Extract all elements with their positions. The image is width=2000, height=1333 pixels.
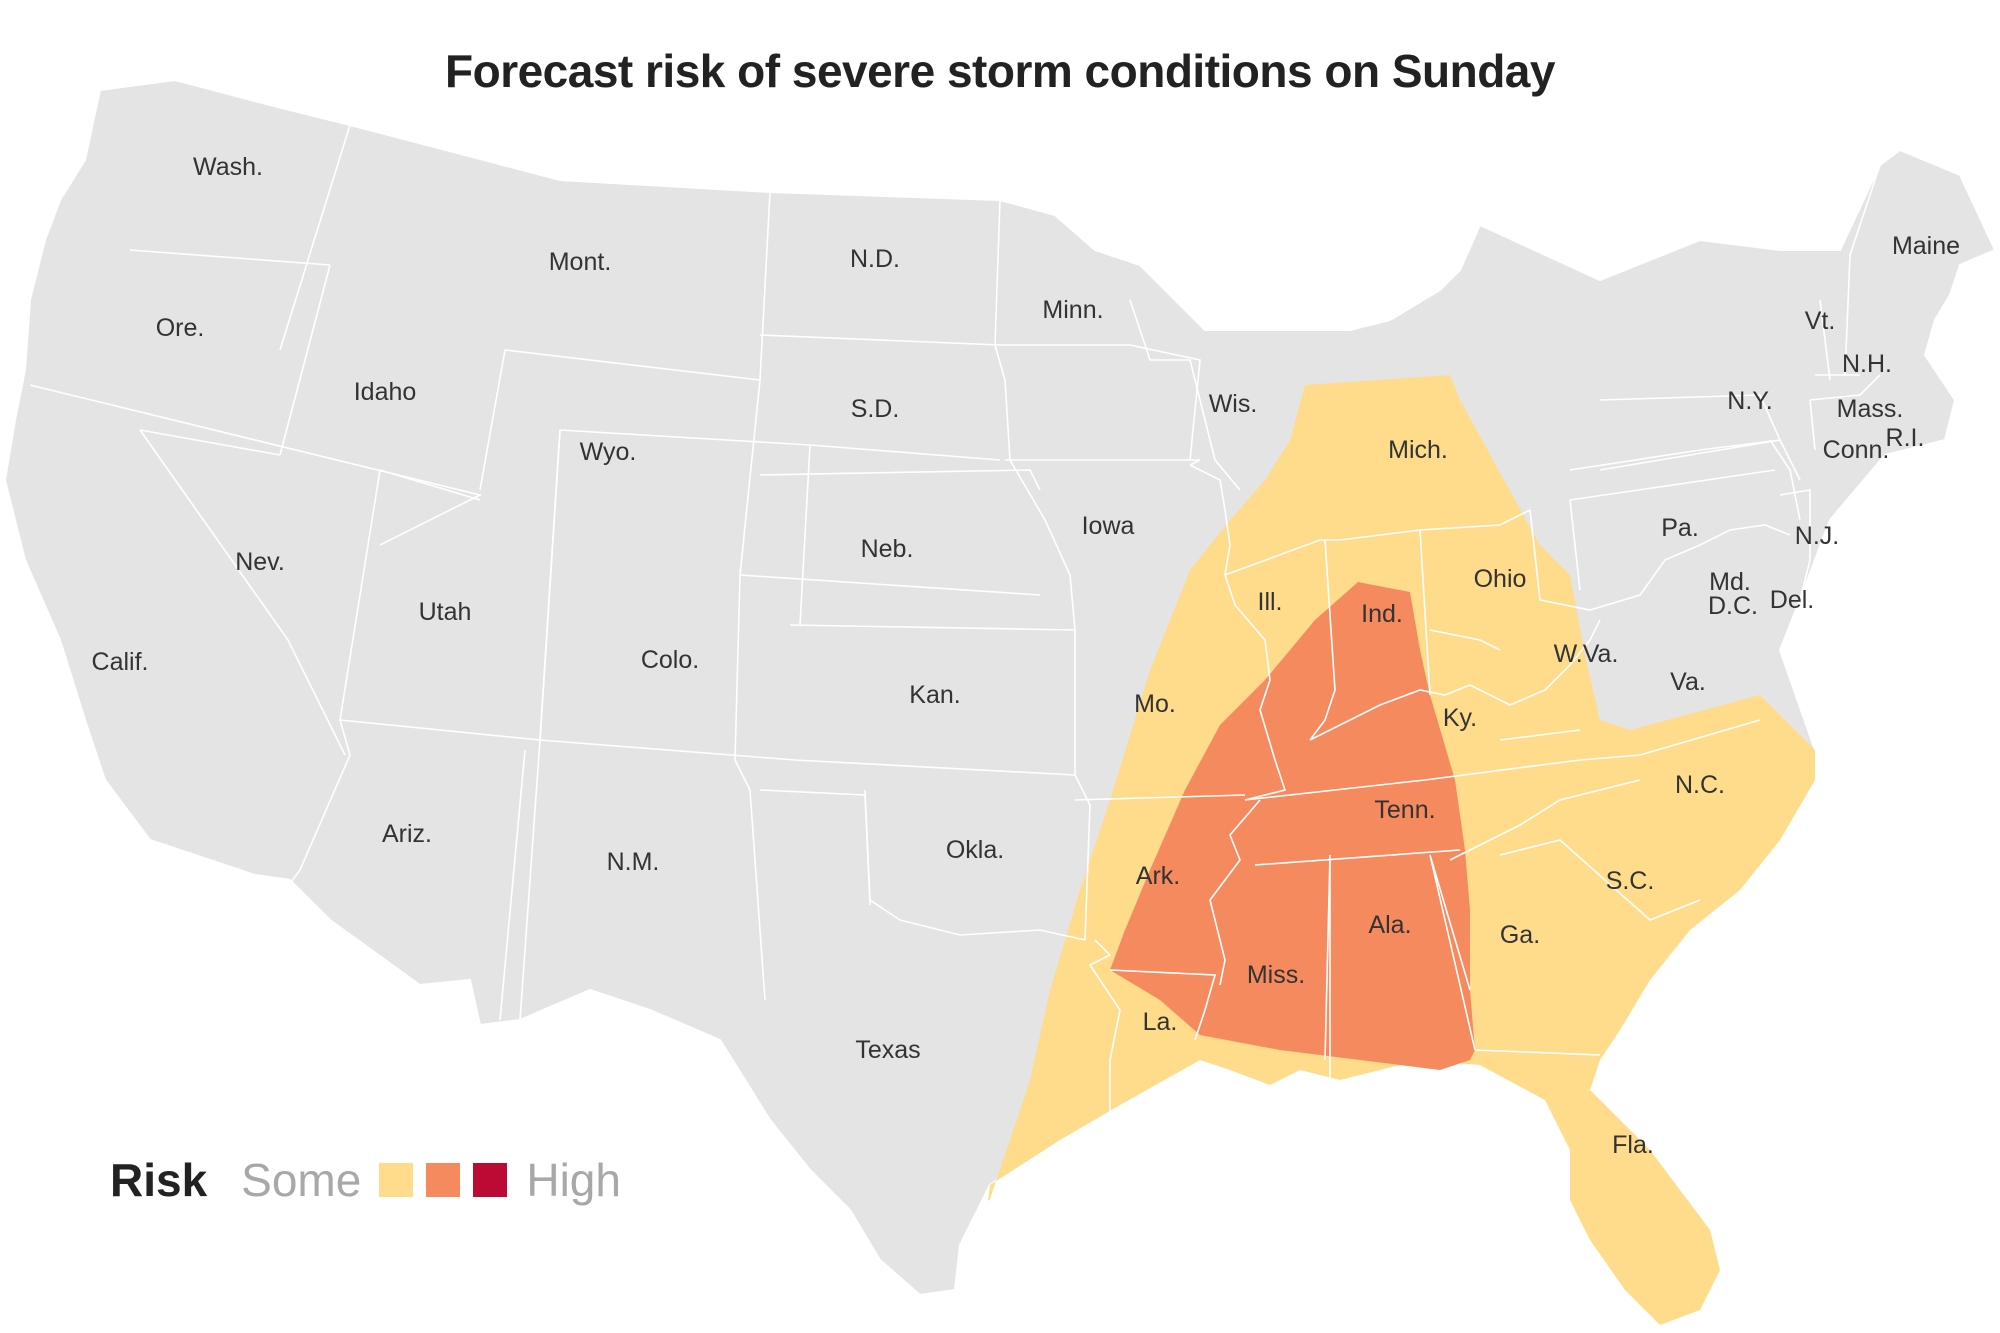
state-label-wash: Wash.	[193, 153, 263, 181]
state-label-idaho: Idaho	[354, 378, 417, 406]
state-label-okla: Okla.	[946, 836, 1004, 864]
state-label-conn: Conn.	[1823, 436, 1890, 464]
state-label-mass: Mass.	[1837, 395, 1904, 423]
state-label-nc: N.C.	[1675, 771, 1725, 799]
state-label-md: Md.	[1709, 568, 1751, 596]
state-label-fla: Fla.	[1612, 1131, 1654, 1159]
state-label-ark: Ark.	[1136, 862, 1180, 890]
state-label-del: Del.	[1770, 586, 1814, 614]
state-label-wis: Wis.	[1209, 390, 1258, 418]
state-label-ohio: Ohio	[1474, 565, 1527, 593]
state-label-neb: Neb.	[861, 535, 914, 563]
state-label-ill: Ill.	[1258, 588, 1283, 616]
legend-swatch-high	[473, 1163, 508, 1197]
state-label-ala: Ala.	[1368, 911, 1411, 939]
state-label-kan: Kan.	[909, 681, 960, 709]
state-label-ind: Ind.	[1361, 600, 1403, 628]
state-label-colo: Colo.	[641, 646, 699, 674]
legend-swatch-moderate	[426, 1163, 461, 1197]
state-label-calif: Calif.	[92, 648, 149, 676]
state-label-pa: Pa.	[1661, 514, 1699, 542]
risk-legend: Risk Some High	[110, 1150, 621, 1210]
state-label-iowa: Iowa	[1082, 512, 1135, 540]
state-label-wyo: Wyo.	[580, 438, 637, 466]
state-label-mich: Mich.	[1388, 436, 1448, 464]
us-landmass	[3, 78, 1997, 1327]
map-title: Forecast risk of severe storm conditions…	[445, 45, 1555, 97]
state-label-la: La.	[1143, 1008, 1178, 1036]
legend-low-label: Some	[241, 1154, 362, 1206]
state-label-minn: Minn.	[1042, 296, 1103, 324]
state-label-ore: Ore.	[156, 314, 205, 342]
state-label-nd: N.D.	[850, 245, 900, 273]
state-label-maine: Maine	[1892, 232, 1960, 260]
state-label-sd: S.D.	[851, 395, 900, 423]
state-label-vt: Vt.	[1805, 307, 1836, 335]
state-label-nev: Nev.	[235, 548, 285, 576]
state-label-ri: R.I.	[1886, 424, 1925, 452]
state-borders	[29, 124, 1881, 1135]
state-label-nm: N.M.	[607, 848, 660, 876]
state-label-ny: N.Y.	[1727, 387, 1772, 415]
state-label-wva: W.Va.	[1554, 640, 1619, 668]
state-label-mo: Mo.	[1134, 690, 1176, 718]
state-labels: Wash. Ore. Calif. Idaho Nev. Mont. Wyo. …	[92, 153, 1961, 1159]
state-label-sc: S.C.	[1606, 867, 1655, 895]
state-label-nh: N.H.	[1842, 350, 1892, 378]
state-label-nj: N.J.	[1795, 522, 1839, 550]
legend-swatch-some	[379, 1163, 414, 1197]
state-label-mont: Mont.	[549, 248, 612, 276]
state-label-utah: Utah	[419, 598, 472, 626]
state-label-dc: D.C.	[1708, 592, 1758, 620]
state-label-ky: Ky.	[1443, 704, 1477, 732]
legend-title: Risk	[110, 1154, 208, 1206]
state-label-texas: Texas	[855, 1036, 920, 1064]
state-label-miss: Miss.	[1247, 961, 1305, 989]
state-label-ariz: Ariz.	[382, 820, 432, 848]
state-label-tenn: Tenn.	[1374, 796, 1435, 824]
state-label-va: Va.	[1670, 668, 1706, 696]
legend-high-label: High	[526, 1154, 621, 1206]
state-label-ga: Ga.	[1500, 921, 1540, 949]
